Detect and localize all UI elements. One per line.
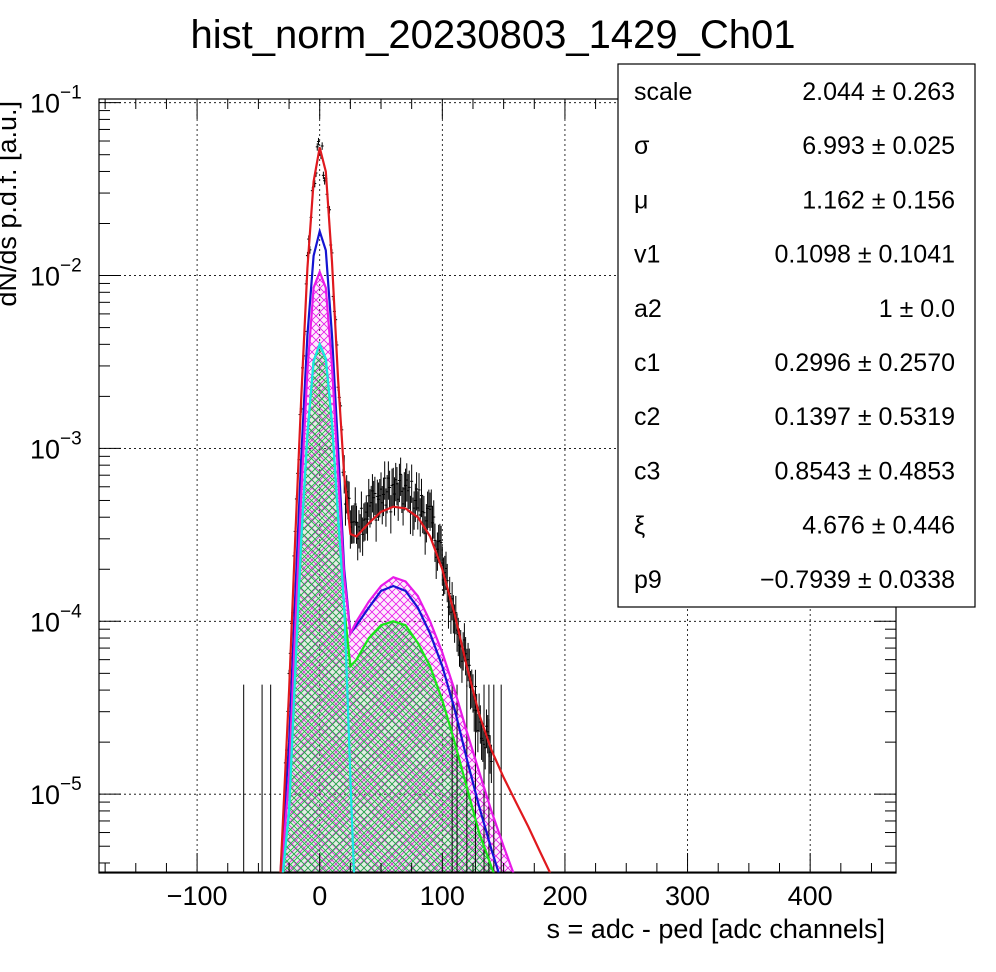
stat-value: 2.044 ± 0.263	[802, 78, 955, 106]
x-axis-label: s = adc - ped [adc channels]	[547, 914, 885, 944]
component-curve	[279, 227, 500, 873]
stat-name: a2	[634, 295, 662, 323]
y-tick-label: 10−3	[30, 428, 82, 464]
stat-name: p9	[634, 566, 662, 594]
component-fill-hatch	[282, 344, 494, 873]
stat-name: c1	[634, 349, 660, 377]
stat-value: 0.1397 ± 0.5319	[774, 403, 955, 431]
stat-value: 4.676 ± 0.446	[802, 512, 955, 540]
component-curve	[280, 268, 515, 873]
y-tick-label: 10−2	[30, 256, 82, 292]
stat-value: 0.1098 ± 0.1041	[774, 241, 955, 269]
stats-box-frame	[617, 63, 976, 608]
x-tick-label: 300	[665, 881, 710, 911]
x-tick-label: 0	[312, 881, 327, 911]
fit-total-curve	[279, 147, 552, 873]
x-tick-label: 400	[788, 881, 833, 911]
stat-name: v1	[634, 241, 660, 269]
fit-parameters-box: scale 2.044 ± 0.263 σ 6.993 ± 0.025 μ 1.162 ±…	[617, 63, 976, 608]
chart-title: hist_norm_20230803_1429_Ch01	[191, 13, 796, 57]
x-tick-label: 100	[420, 881, 465, 911]
stat-value: 0.2996 ± 0.2570	[774, 349, 955, 377]
stat-name: c2	[634, 403, 660, 431]
y-axis-label: dN/ds p.d.f. [a.u.]	[0, 101, 22, 307]
fit-curves	[279, 147, 552, 873]
stat-value: 0.8543 ± 0.4853	[774, 457, 955, 485]
y-tick-label: 10−4	[30, 601, 82, 637]
stat-name: σ	[634, 132, 650, 160]
stat-value: 1.162 ± 0.156	[802, 186, 955, 214]
y-tick-label: 10−5	[30, 774, 82, 810]
stat-name: ξ	[634, 512, 645, 540]
x-tick-label: −100	[167, 881, 228, 911]
stat-value: 1 ± 0.0	[879, 295, 955, 323]
stat-value: 6.993 ± 0.025	[802, 132, 955, 160]
stat-name: c3	[634, 457, 660, 485]
stat-name: μ	[634, 186, 648, 214]
component-curve	[281, 341, 356, 873]
stat-name: scale	[634, 78, 692, 106]
y-tick-label: 10−1	[30, 83, 82, 119]
stat-value: −0.7939 ± 0.0338	[760, 566, 955, 594]
x-tick-label: 200	[542, 881, 587, 911]
component-fills	[281, 271, 514, 873]
